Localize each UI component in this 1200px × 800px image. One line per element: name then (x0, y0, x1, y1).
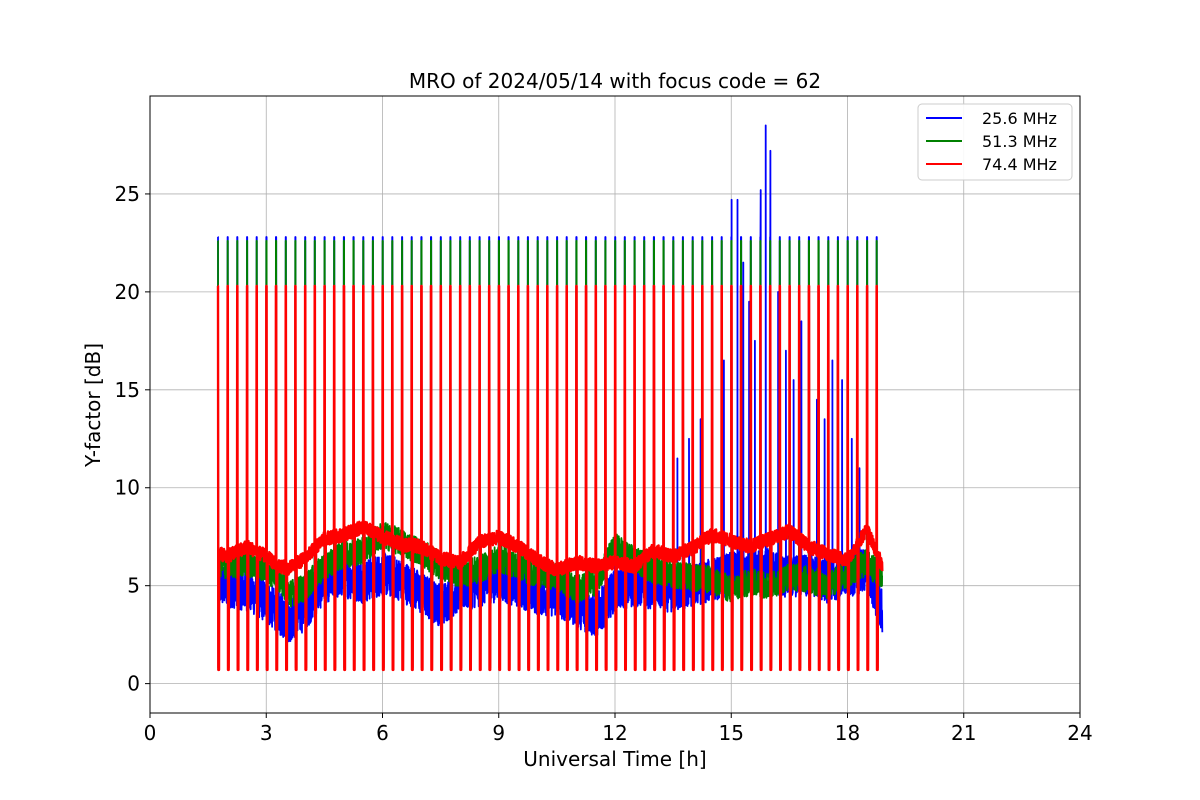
series-line (217, 124, 884, 669)
legend-entry: 51.3 MHz (982, 132, 1057, 151)
y-tick-label: 20 (115, 280, 140, 304)
x-tick-label: 15 (719, 721, 744, 745)
x-tick-label: 0 (144, 721, 157, 745)
y-tick-label: 10 (115, 476, 140, 500)
y-tick-label: 25 (115, 182, 140, 206)
x-tick-label: 3 (260, 721, 273, 745)
y-tick-label: 15 (115, 378, 140, 402)
y-axis-label: Y-factor [dB] (81, 343, 105, 468)
legend-entry: 74.4 MHz (982, 155, 1057, 174)
legend-box (917, 103, 1073, 181)
chart-title: MRO of 2024/05/14 with focus code = 62 (409, 69, 821, 93)
series-line (216, 284, 884, 672)
y-axis: 0 5 10 15 20 25 (115, 182, 150, 696)
legend-entry: 25.6 MHz (982, 109, 1057, 128)
series-area (216, 124, 884, 672)
y-tick-label: 5 (127, 574, 140, 598)
legend: 25.6 MHz 51.3 MHz 74.4 MHz (917, 103, 1073, 181)
x-axis-label: Universal Time [h] (523, 747, 706, 771)
x-tick-label: 12 (602, 721, 627, 745)
x-tick-label: 18 (835, 721, 860, 745)
x-tick-label: 24 (1067, 721, 1092, 745)
y-tick-label: 0 (127, 672, 140, 696)
x-tick-label: 9 (492, 721, 505, 745)
x-tick-label: 6 (376, 721, 389, 745)
x-tick-label: 21 (951, 721, 976, 745)
x-axis: 0 3 6 9 12 15 18 21 24 (144, 713, 1093, 745)
